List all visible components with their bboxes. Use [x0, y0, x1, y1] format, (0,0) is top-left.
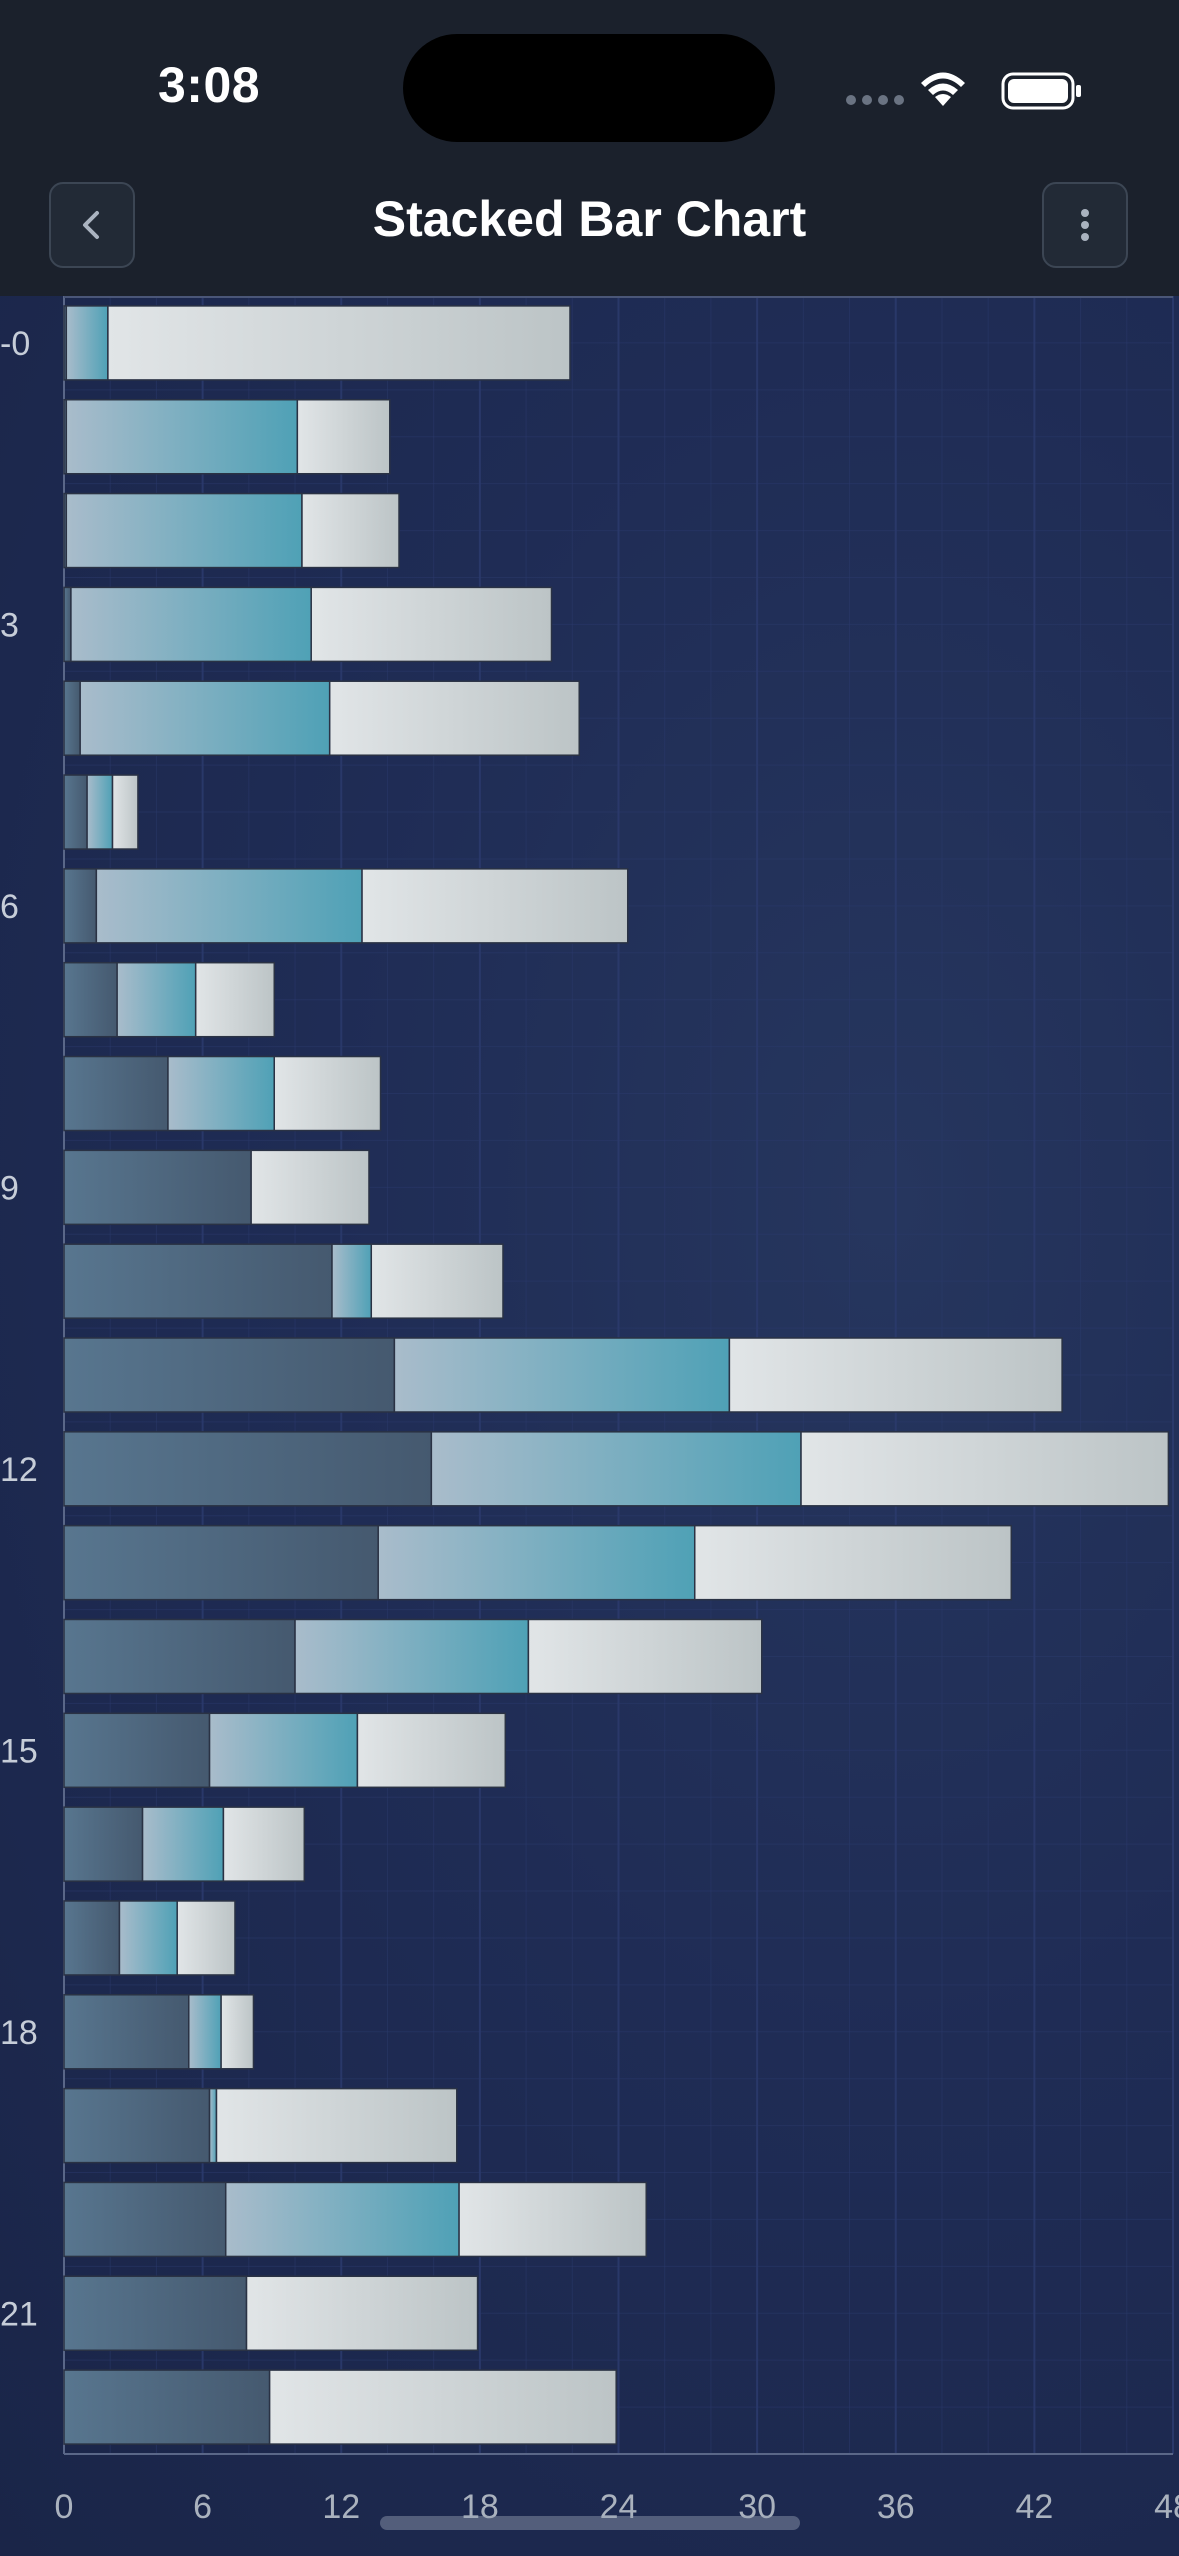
bar-segment-series-2[interactable]	[70, 586, 312, 663]
status-icons	[846, 72, 1081, 110]
bar-segment-series-3[interactable]	[458, 2181, 647, 2258]
bar-segment-series-2[interactable]	[331, 1243, 373, 1319]
bar-segment-series-3[interactable]	[194, 961, 275, 1038]
bar-segment-series-3[interactable]	[215, 2087, 458, 2164]
bar-segment-series-1[interactable]	[63, 868, 98, 944]
bar-segment-series-2[interactable]	[393, 1337, 731, 1413]
bar-segment-series-1[interactable]	[63, 961, 118, 1038]
bar-segment-series-3[interactable]	[107, 305, 571, 381]
bar-segment-series-1[interactable]	[63, 1618, 296, 1695]
bar-segment-series-2[interactable]	[208, 1712, 359, 1789]
bar-segment-series-2[interactable]	[118, 1900, 178, 1976]
bar-segment-series-3[interactable]	[268, 2369, 617, 2445]
navigation-bar: Stacked Bar Chart	[0, 170, 1179, 296]
dynamic-island	[403, 34, 775, 142]
bar-segment-series-3[interactable]	[301, 492, 400, 569]
battery-icon	[1001, 72, 1081, 110]
bar-segment-series-3[interactable]	[111, 774, 139, 850]
bar-segment-series-1[interactable]	[63, 2087, 211, 2164]
y-tick-label: 12	[0, 1451, 38, 1489]
y-tick-label: -0	[0, 325, 30, 363]
bar-segment-series-2[interactable]	[294, 1618, 530, 1695]
x-tick-label: 30	[738, 2488, 776, 2526]
bar-segment-series-3[interactable]	[361, 868, 629, 944]
bar-segment-series-1[interactable]	[63, 1806, 144, 1882]
bar-segment-series-2[interactable]	[116, 961, 197, 1038]
bar-segment-series-1[interactable]	[63, 1055, 169, 1132]
bars	[63, 305, 1170, 2445]
y-tick-label: 18	[0, 2014, 38, 2052]
bar-segment-series-2[interactable]	[377, 1524, 696, 1601]
bar-segment-series-2[interactable]	[95, 868, 363, 944]
bar-segment-series-3[interactable]	[222, 1806, 306, 1882]
bar-segment-series-1[interactable]	[63, 1431, 433, 1507]
bar-segment-series-2[interactable]	[65, 305, 109, 381]
x-tick-label: 48	[1154, 2488, 1179, 2526]
y-tick-label: 15	[0, 1732, 38, 1770]
chevron-left-icon	[83, 211, 99, 239]
back-button[interactable]	[49, 182, 135, 268]
more-vertical-icon	[1081, 209, 1089, 241]
scroll-indicator	[380, 2516, 800, 2530]
bar-segment-series-3[interactable]	[728, 1337, 1063, 1413]
y-tick-label: 21	[0, 2295, 38, 2333]
bar-segment-series-2[interactable]	[188, 1994, 222, 2070]
x-tick-label: 24	[600, 2488, 638, 2526]
bar-segment-series-3[interactable]	[310, 586, 553, 663]
chart-area[interactable]: -0369121518210612182430364248	[0, 296, 1179, 2556]
bar-segment-series-3[interactable]	[250, 1149, 370, 1226]
bar-segment-series-2[interactable]	[430, 1431, 802, 1507]
bar-segment-series-2[interactable]	[208, 2087, 218, 2164]
bar-segment-series-2[interactable]	[224, 2181, 460, 2258]
bar-segment-series-3[interactable]	[800, 1431, 1170, 1507]
bar-segment-series-1[interactable]	[63, 1994, 190, 2070]
bar-segment-series-3[interactable]	[527, 1618, 763, 1695]
bar-segment-series-1[interactable]	[63, 1712, 211, 1789]
more-options-button[interactable]	[1042, 182, 1128, 268]
bar-segment-series-1[interactable]	[63, 2275, 248, 2352]
y-tick-labels: -0 3 6 9 12 15 18 21	[0, 325, 38, 2333]
bar-segment-series-3[interactable]	[370, 1243, 504, 1319]
x-tick-label: 18	[461, 2488, 499, 2526]
bar-segment-series-3[interactable]	[176, 1900, 236, 1976]
bar-segment-series-1[interactable]	[63, 2181, 227, 2258]
status-time: 3:08	[158, 57, 261, 113]
bar-segment-series-3[interactable]	[220, 1994, 255, 2070]
cellular-signal-icon	[846, 95, 904, 105]
stacked-bar-chart[interactable]: -0369121518210612182430364248	[0, 296, 1179, 2556]
wifi-icon	[921, 72, 965, 106]
bar-segment-series-1[interactable]	[63, 1337, 396, 1413]
bar-segment-series-3[interactable]	[296, 398, 391, 475]
bar-segment-series-3[interactable]	[273, 1055, 382, 1132]
x-tick-label: 6	[193, 2488, 212, 2526]
bar-segment-series-1[interactable]	[63, 1243, 333, 1319]
bar-segment-series-1[interactable]	[63, 1524, 379, 1601]
bar-segment-series-1[interactable]	[63, 2369, 271, 2445]
y-tick-label: 9	[0, 1169, 19, 1207]
bar-segment-series-2[interactable]	[167, 1055, 275, 1132]
bar-segment-series-1[interactable]	[63, 680, 81, 756]
bar-segment-series-2[interactable]	[65, 398, 299, 475]
x-tick-label: 12	[322, 2488, 360, 2526]
bar-segment-series-3[interactable]	[356, 1712, 507, 1789]
bar-segment-series-2[interactable]	[86, 774, 114, 850]
bar-segment-series-3[interactable]	[328, 680, 580, 756]
bar-segment-series-1[interactable]	[63, 586, 72, 663]
x-tick-label: 0	[55, 2488, 74, 2526]
bar-segment-series-3[interactable]	[693, 1524, 1013, 1601]
status-bar: 3:08	[0, 0, 1179, 170]
bar-segment-series-2[interactable]	[79, 680, 331, 756]
y-tick-label: 3	[0, 606, 19, 644]
bar-segment-series-2[interactable]	[65, 492, 303, 569]
bar-segment-series-1[interactable]	[63, 1900, 121, 1976]
bar-segment-series-1[interactable]	[63, 774, 88, 850]
bar-segment-series-1[interactable]	[63, 1149, 252, 1226]
x-tick-labels: 0 6 12 18 24 30 36 42 48	[55, 2488, 1179, 2526]
x-tick-label: 36	[877, 2488, 915, 2526]
x-tick-label: 42	[1015, 2488, 1053, 2526]
bar-segment-series-3[interactable]	[245, 2275, 479, 2352]
y-tick-label: 6	[0, 888, 19, 926]
bar-segment-series-2[interactable]	[141, 1806, 225, 1882]
page-title: Stacked Bar Chart	[372, 191, 807, 247]
